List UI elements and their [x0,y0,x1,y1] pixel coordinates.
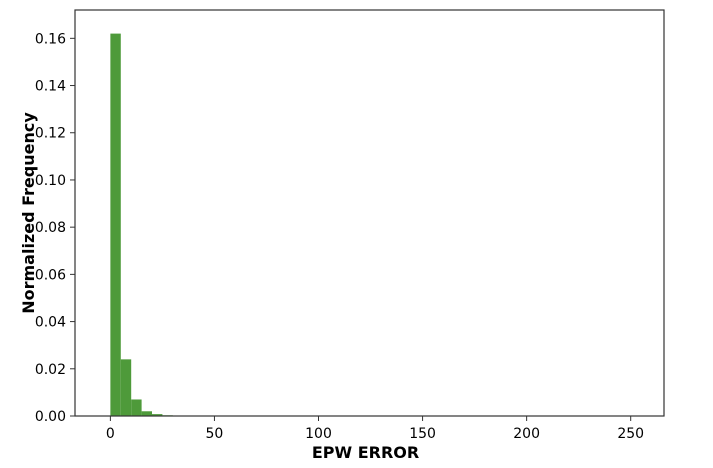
y-tick-label: 0.00 [35,409,66,425]
histogram-bar-3 [141,411,153,416]
histogram-bars [110,33,173,417]
y-axis: 0.00 0.02 0.04 0.06 0.08 0.10 0.12 0.14 0.16 [35,31,75,425]
x-axis-label: EPW ERROR [312,443,419,462]
histogram-bar-4 [152,414,163,416]
x-tick-label: 200 [513,426,540,442]
plot-frame [74,9,665,417]
x-tick-label: 50 [206,426,224,442]
y-axis-label: Normalized Frequency [19,112,38,314]
y-tick-label: 0.04 [35,315,66,331]
histogram-bar-0 [110,33,121,417]
x-tick-label: 0 [106,426,115,442]
x-tick-label: 150 [409,426,436,442]
y-tick-label: 0.10 [35,173,66,189]
y-tick-label: 0.14 [35,79,66,95]
x-axis: 0 50 100 150 200 250 [106,416,644,442]
y-tick-label: 0.08 [35,220,66,236]
y-tick-label: 0.06 [35,267,66,283]
y-tick-label: 0.16 [35,31,66,47]
y-tick-label: 0.02 [35,362,66,378]
y-tick-label: 0.12 [35,126,66,142]
histogram-bar-1 [120,359,132,416]
x-tick-label: 100 [305,426,332,442]
histogram-bar-2 [131,399,142,416]
x-tick-label: 250 [617,426,644,442]
